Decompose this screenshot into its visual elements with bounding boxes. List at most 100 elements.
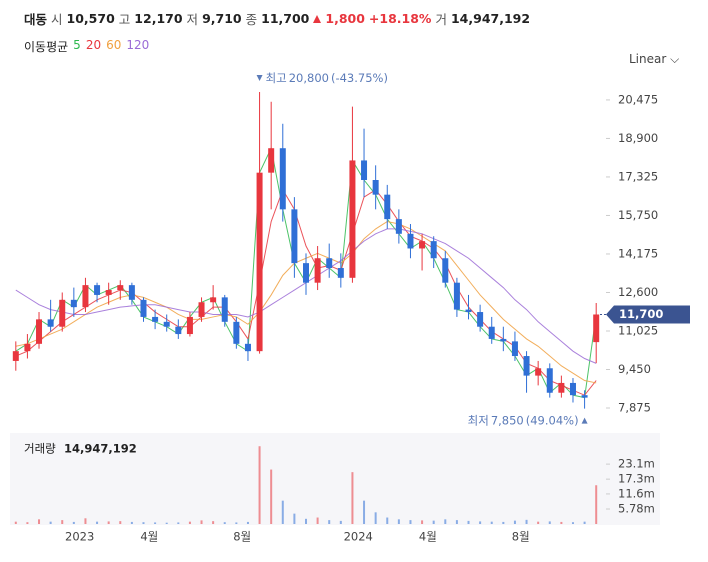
low: 9,710 (202, 11, 242, 26)
candle-body (523, 356, 530, 376)
ma-line (15, 188, 597, 396)
y-tick-label: 11,025 (618, 323, 658, 337)
candle-body (477, 312, 484, 327)
candle-body (256, 172, 263, 352)
candle-body (372, 180, 379, 195)
candle-body (314, 258, 321, 283)
stock-name: 대동 (24, 12, 48, 27)
ma-legend-item: 5 (73, 38, 81, 52)
volume-bar (583, 521, 586, 524)
header: 대동 시 10,570 고 12,170 저 9,710 종 11,700 1,800 … (24, 9, 530, 28)
volume-bar (490, 521, 493, 524)
volume-pane (10, 433, 660, 525)
volume: 14,947,192 (450, 11, 531, 26)
candle-body (419, 241, 426, 249)
scale-label[interactable]: Linear (629, 52, 667, 66)
volume-bar (26, 522, 29, 524)
candle-body (186, 316, 193, 335)
candle-body (349, 160, 356, 278)
volume-bar (363, 500, 366, 524)
candle-body (337, 268, 344, 278)
volume-bar (177, 522, 180, 524)
candle-body (152, 316, 159, 322)
y-tick-label: 17,325 (618, 169, 658, 183)
volume-bar (188, 521, 191, 524)
high-annotation-value-label: 20,800 (289, 70, 329, 84)
volume-bar (513, 520, 516, 524)
volume-bar (130, 521, 133, 524)
volume-bar (560, 521, 563, 524)
y-tick-label: 12,600 (618, 285, 658, 299)
candle-body (581, 395, 588, 398)
ma-legend-item: 60 (106, 38, 122, 52)
x-tick-label: 4월 (419, 530, 437, 544)
low-annotation-value-label: 7,850 (491, 413, 524, 427)
high: 12,170 (134, 11, 183, 26)
volume-label: 거래량 (24, 442, 56, 456)
volume-bar (119, 521, 122, 524)
candle-body (546, 368, 553, 393)
volume-bar (432, 520, 435, 524)
candle-body (233, 321, 240, 344)
ma-legend: 이동평균 5 20 60 120 (24, 38, 149, 55)
volume-bar (293, 513, 296, 524)
low-annotation-label: 최저 (468, 413, 489, 427)
y-tick-label: 15,750 (618, 208, 658, 222)
volume-bar (548, 521, 551, 524)
volume-bar (386, 517, 389, 524)
volume-bar (305, 518, 307, 524)
ma-legend-item: 120 (126, 38, 150, 52)
volume-bar (96, 521, 99, 524)
x-tick-label: 2024 (344, 530, 373, 544)
volume-bar (165, 522, 168, 524)
candle-body (488, 326, 495, 339)
candle-body (117, 285, 124, 291)
candle-body (558, 382, 565, 393)
candle-body (128, 285, 135, 300)
open-label: 시 (51, 12, 63, 27)
x-tick-label: 2023 (65, 530, 94, 544)
candle-body (47, 319, 54, 327)
up-icon (313, 14, 322, 23)
volume-bar (525, 519, 528, 524)
volume-total: 14,947,192 (64, 442, 137, 456)
ma-line (15, 228, 597, 364)
candle-body (24, 343, 31, 352)
volume-bar (84, 518, 87, 524)
candle-body (210, 297, 217, 303)
volume-bar (339, 520, 342, 524)
candle-body (384, 194, 391, 220)
volume-tick-label: 17.3m (618, 472, 655, 486)
high-annotation-note: (-43.75%) (331, 70, 388, 84)
volume-bar (316, 517, 319, 524)
candle-body (59, 299, 66, 327)
volume-bar (223, 522, 226, 524)
volume-bar (479, 521, 482, 524)
volume-bar (200, 520, 203, 524)
volume-bar (409, 520, 412, 524)
candle-body (221, 297, 228, 322)
candle-body (303, 263, 309, 283)
last-price-tag (606, 305, 690, 324)
close-label: 종 (245, 12, 258, 27)
volume-bar (281, 500, 284, 524)
candle-body (163, 321, 170, 327)
candle-body (36, 319, 43, 344)
volume-bar (421, 520, 424, 524)
candle-body (279, 148, 286, 210)
volume-bar (537, 521, 540, 524)
candle-body (140, 299, 147, 317)
volume-bar (595, 485, 598, 524)
volume-bar (455, 520, 458, 524)
volume-bar (571, 522, 574, 524)
volume-bar (246, 521, 249, 524)
close: 11,700 (261, 11, 310, 26)
volume-bar (328, 520, 331, 524)
scale-selector[interactable]: Linear ⌵ (629, 52, 680, 66)
candle-body (569, 382, 576, 396)
last-price-label: 11,700 (619, 307, 663, 321)
low-annotation-note: (49.04%) (526, 413, 579, 427)
candle-body (12, 351, 19, 361)
volume-bar (270, 469, 273, 524)
